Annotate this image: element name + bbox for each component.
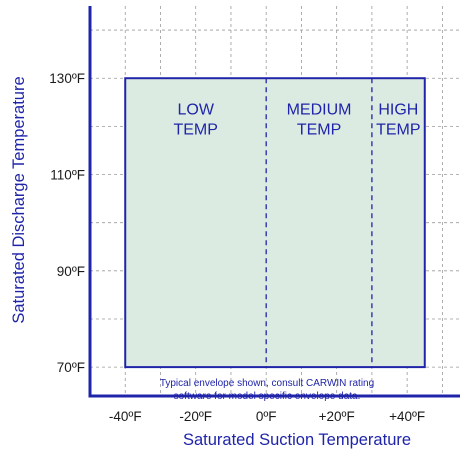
region-labels: LOW TEMP MEDIUM TEMP HIGH TEMP bbox=[173, 101, 420, 138]
y-tick-label: 110ºF bbox=[50, 168, 85, 183]
y-tick-label: 90ºF bbox=[57, 264, 85, 279]
y-tick-label: 70ºF bbox=[57, 360, 85, 375]
x-tick-label: -40ºF bbox=[109, 409, 142, 424]
y-tick-label: 130ºF bbox=[49, 71, 85, 86]
envelope-area bbox=[124, 77, 426, 369]
envelope-note: Typical envelope shown, consult CARWIN r… bbox=[160, 378, 374, 402]
x-tick-label: -20ºF bbox=[179, 409, 212, 424]
envelope-note-line1: Typical envelope shown, consult CARWIN r… bbox=[160, 378, 374, 389]
region-label-line2: TEMP bbox=[173, 121, 217, 138]
tick-labels: -40ºF -20ºF 0ºF +20ºF +40ºF 70ºF 90ºF 110ºF 130º… bbox=[49, 71, 425, 424]
y-axis-title: Saturated Discharge Temperature bbox=[10, 76, 28, 323]
x-axis-title: Saturated Suction Temperature bbox=[183, 431, 411, 449]
region-label-line1: HIGH bbox=[378, 101, 418, 118]
x-tick-label: +20ºF bbox=[319, 409, 355, 424]
region-label-line1: LOW bbox=[177, 101, 214, 118]
region-label-line2: TEMP bbox=[376, 121, 420, 138]
region-dividers bbox=[265, 78, 373, 368]
x-tick-label: +40ºF bbox=[389, 409, 425, 424]
axes bbox=[88, 6, 460, 398]
region-label-line1: MEDIUM bbox=[287, 101, 352, 118]
region-label-line2: TEMP bbox=[297, 121, 341, 138]
x-tick-label: 0ºF bbox=[256, 409, 277, 424]
